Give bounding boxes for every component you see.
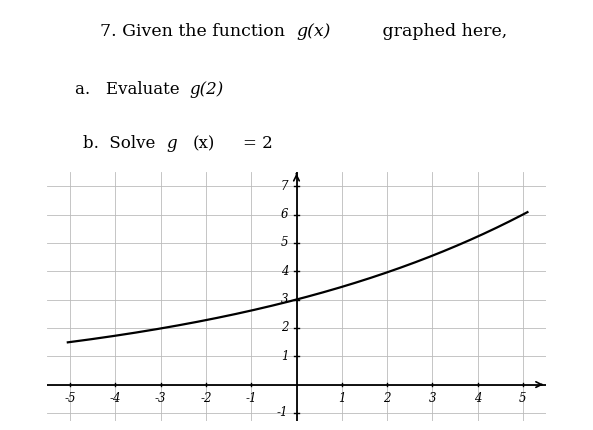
Text: 1: 1 (281, 350, 288, 363)
Text: 6: 6 (281, 208, 288, 221)
Text: 4: 4 (474, 393, 482, 405)
Text: 2: 2 (383, 393, 391, 405)
Text: 3: 3 (281, 293, 288, 306)
Text: 7. Given the function: 7. Given the function (100, 22, 296, 40)
Text: -3: -3 (155, 393, 167, 405)
Text: (x): (x) (193, 135, 215, 153)
Text: g(2): g(2) (190, 81, 224, 98)
Text: 2: 2 (281, 321, 288, 335)
Text: -2: -2 (200, 393, 212, 405)
Text: = 2: = 2 (243, 135, 273, 153)
Text: 1: 1 (338, 393, 346, 405)
Text: g(x): g(x) (296, 22, 331, 40)
Text: a.   Evaluate: a. Evaluate (75, 81, 190, 98)
Text: -4: -4 (110, 393, 121, 405)
Text: 7: 7 (281, 180, 288, 193)
Text: -1: -1 (277, 406, 288, 419)
Text: -5: -5 (64, 393, 76, 405)
Text: 5: 5 (281, 237, 288, 249)
Text: 3: 3 (429, 393, 436, 405)
Text: b.  Solve: b. Solve (83, 135, 166, 153)
Text: 5: 5 (519, 393, 527, 405)
Text: -1: -1 (246, 393, 257, 405)
Text: 4: 4 (281, 265, 288, 278)
Text: graphed here,: graphed here, (377, 22, 507, 40)
Text: g: g (166, 135, 177, 153)
